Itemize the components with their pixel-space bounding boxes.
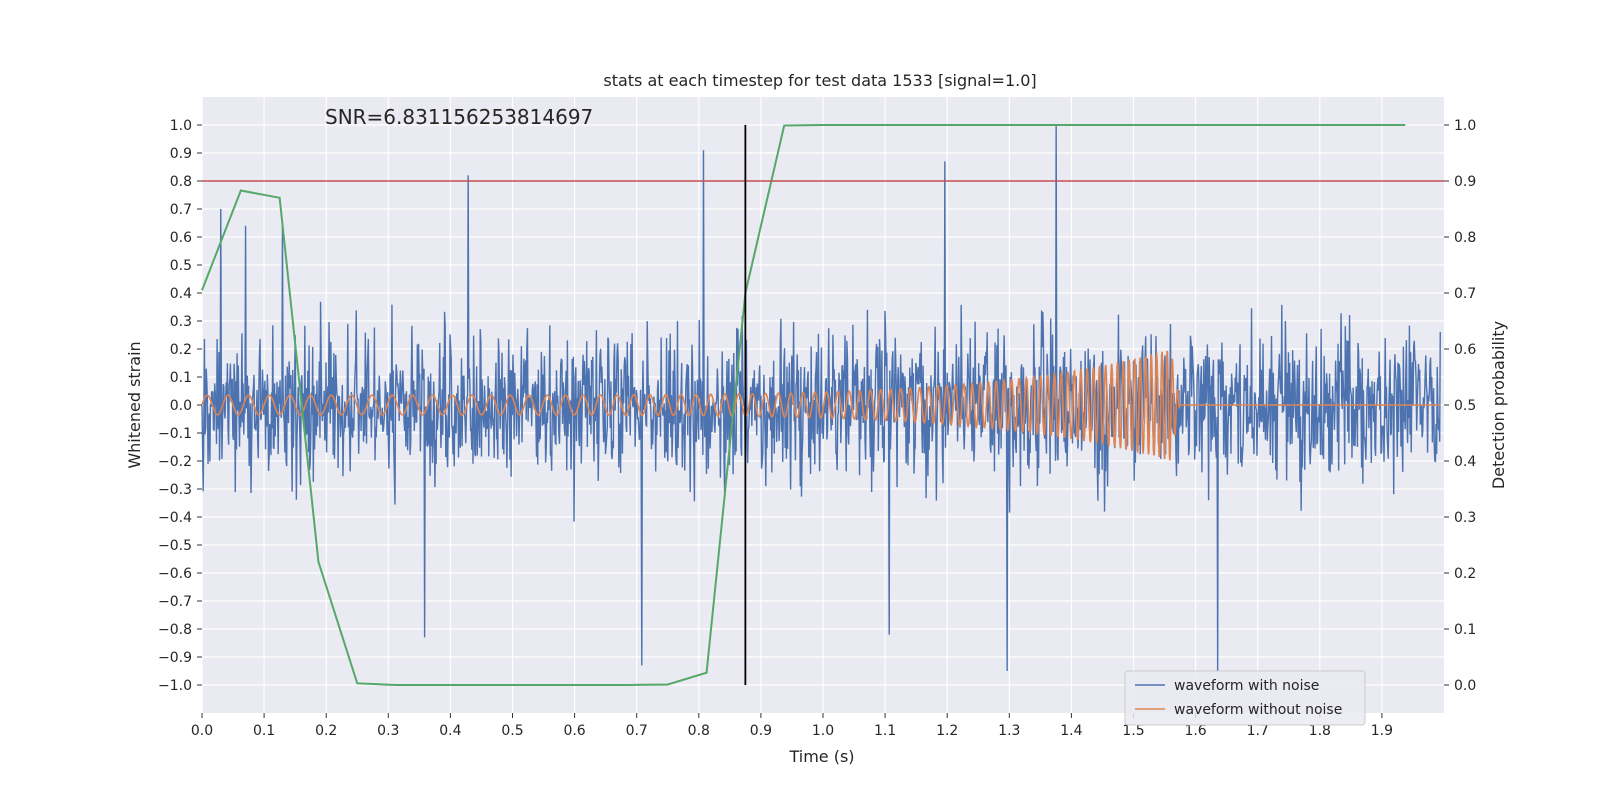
- y-left-tick-label: 0.1: [170, 370, 192, 386]
- y-right-tick-label: 0.5: [1454, 398, 1476, 414]
- x-tick-label: 0.1: [253, 723, 275, 739]
- y-left-tick-label: −0.4: [158, 510, 192, 526]
- legend-label-noise: waveform with noise: [1174, 678, 1319, 694]
- y-left-tick-label: 0.3: [170, 314, 192, 330]
- y-right-tick-label: 0.8: [1454, 230, 1476, 246]
- x-tick-label: 1.1: [874, 723, 896, 739]
- y-left-tick-label: −0.3: [158, 482, 192, 498]
- y-left-tick-label: −0.6: [158, 566, 192, 582]
- y-left-tick-label: 0.8: [170, 174, 192, 190]
- x-tick-label: 0.5: [501, 723, 523, 739]
- line-detection-probability: [201, 124, 1406, 686]
- y-left-tick-label: 0.0: [170, 398, 192, 414]
- y-left-tick-label: −0.1: [158, 426, 192, 442]
- x-tick-label: 0.4: [439, 723, 461, 739]
- y-left-tick-label: −0.9: [158, 650, 192, 666]
- y-right-tick-label: 0.0: [1454, 678, 1476, 694]
- x-tick-label: 1.5: [1122, 723, 1144, 739]
- x-tick-label: 1.3: [998, 723, 1020, 739]
- x-tick-label: 0.6: [563, 723, 585, 739]
- x-axis-ticks: 0.0 0.1 0.2 0.3 0.4 0.5 0.6 0.7 0.8 0.9 1.0 1.1 1.2 1…: [191, 713, 1393, 739]
- y-left-tick-label: −1.0: [158, 678, 192, 694]
- x-tick-label: 1.0: [812, 723, 834, 739]
- y-right-tick-label: 0.3: [1454, 510, 1476, 526]
- x-axis-label: Time (s): [788, 747, 854, 766]
- snr-annotation: SNR=6.831156253814697: [325, 105, 593, 129]
- y-right-tick-label: 0.6: [1454, 342, 1476, 358]
- y-right-tick-label: 0.1: [1454, 622, 1476, 638]
- y-left-tick-label: 0.5: [170, 258, 192, 274]
- y-left-tick-label: −0.5: [158, 538, 192, 554]
- y-left-tick-label: −0.8: [158, 622, 192, 638]
- chart-title: stats at each timestep for test data 153…: [603, 71, 1036, 90]
- series-waveform-with-noise: [201, 124, 1441, 672]
- y-left-tick-label: −0.7: [158, 594, 192, 610]
- y-left-tick-label: −0.2: [158, 454, 192, 470]
- y-right-tick-label: 0.4: [1454, 454, 1476, 470]
- y-left-tick-label: 1.0: [170, 118, 192, 134]
- x-tick-label: 0.9: [750, 723, 772, 739]
- y-left-tick-label: 0.9: [170, 146, 192, 162]
- x-tick-label: 0.2: [315, 723, 337, 739]
- line-waveform-without-noise: [201, 350, 1441, 461]
- y-left-axis-ticks: 1.0 0.9 0.8 0.7 0.6 0.5 0.4 0.3 0.2 0.1 0.0 −0.1 −0.…: [158, 118, 202, 694]
- x-tick-label: 0.7: [626, 723, 648, 739]
- x-tick-label: 0.8: [688, 723, 710, 739]
- y-right-tick-label: 1.0: [1454, 118, 1476, 134]
- y-left-tick-label: 0.7: [170, 202, 192, 218]
- y-right-tick-label: 0.2: [1454, 566, 1476, 582]
- x-tick-label: 1.2: [936, 723, 958, 739]
- y-right-tick-label: 0.7: [1454, 286, 1476, 302]
- x-tick-label: 1.4: [1060, 723, 1082, 739]
- y-left-tick-label: 0.4: [170, 286, 192, 302]
- x-tick-label: 0.0: [191, 723, 213, 739]
- x-tick-label: 1.8: [1309, 723, 1331, 739]
- reference-lines: [202, 125, 1444, 685]
- y-right-axis-ticks: 1.0 0.9 0.8 0.7 0.6 0.5 0.4 0.3 0.2 0.1 0.0: [1444, 118, 1476, 694]
- y-left-axis-label: Whitened strain: [125, 341, 144, 468]
- series-waveform-without-noise: [201, 350, 1441, 461]
- y-right-tick-label: 0.9: [1454, 174, 1476, 190]
- legend-label-clean: waveform without noise: [1174, 702, 1342, 718]
- legend-box: [1124, 670, 1366, 726]
- x-tick-label: 0.3: [377, 723, 399, 739]
- x-tick-label: 1.7: [1247, 723, 1269, 739]
- x-tick-label: 1.9: [1371, 723, 1393, 739]
- line-waveform-with-noise: [201, 124, 1441, 672]
- series-detection-probability: [201, 124, 1406, 686]
- y-left-tick-label: 0.2: [170, 342, 192, 358]
- y-right-axis-label: Detection probability: [1489, 321, 1508, 489]
- x-tick-label: 1.6: [1184, 723, 1206, 739]
- y-left-tick-label: 0.6: [170, 230, 192, 246]
- legend: waveform with noise waveform without noi…: [1124, 670, 1366, 726]
